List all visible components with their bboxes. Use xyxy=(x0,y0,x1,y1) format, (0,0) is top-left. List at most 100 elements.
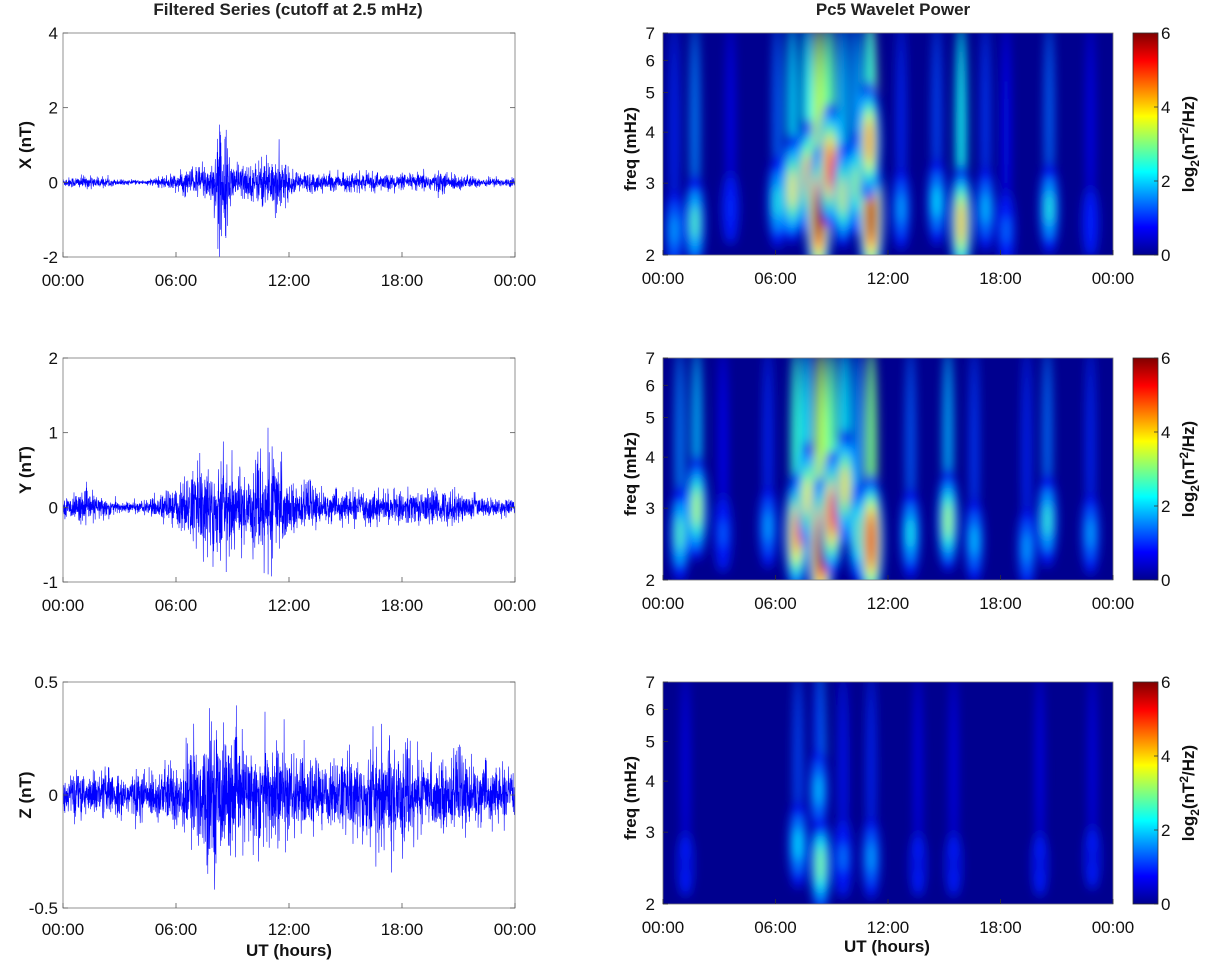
wavelet-x-blob xyxy=(1046,192,1053,225)
wavelet-z-ytick-label: 3 xyxy=(646,823,655,842)
series-x-panel: -2 0 2 4 00:00 06:00 12:00 18:00 00:00 X (nT) xyxy=(16,24,536,290)
wavelet-x-blob xyxy=(1088,210,1093,236)
wavelet-x-blob xyxy=(671,215,677,245)
wavelet-y-blob xyxy=(971,525,977,556)
wavelet-z-colorbar-tick-label: 6 xyxy=(1161,673,1170,692)
wavelet-x-blob-tail xyxy=(1002,33,1010,241)
series-x-ytick-label: 4 xyxy=(49,24,58,43)
wavelet-z-ytick-label: 7 xyxy=(646,673,655,692)
wavelet-x-blob xyxy=(957,202,965,243)
wavelet-x-blob xyxy=(865,120,873,163)
wavelet-x-ytick-label: 4 xyxy=(646,123,655,142)
wavelet-y-ytick-label: 3 xyxy=(646,499,655,518)
wavelet-z-blob xyxy=(817,846,824,883)
wavelet-x-xtick-label: 00:00 xyxy=(1092,269,1135,288)
series-z-panel: -0.5 0 0.5 00:00 06:00 12:00 18:00 00:00 Z (nT) xyxy=(16,673,536,939)
wavelet-x-blob xyxy=(933,186,940,218)
wavelet-z-blob xyxy=(683,853,688,876)
wavelet-y-blob xyxy=(1044,503,1051,537)
wavelet-x-blob xyxy=(728,195,733,222)
wavelet-z-blob xyxy=(815,775,822,806)
wavelet-y-blob xyxy=(720,519,726,548)
wavelet-z-blob xyxy=(1090,846,1095,869)
wavelet-y-ytick-label: 7 xyxy=(646,349,655,368)
series-x-xtick-label: 12:00 xyxy=(268,271,311,290)
series-z-xtick-label: 00:00 xyxy=(494,920,537,939)
wavelet-y-blob xyxy=(676,516,683,551)
series-y-xtick-label: 00:00 xyxy=(494,596,537,615)
series-x-xtick-label: 00:00 xyxy=(42,271,85,290)
wavelet-y-power-blob-group xyxy=(670,358,1100,580)
series-z-xtick-label: 18:00 xyxy=(381,920,424,939)
wavelet-x-xtick-label: 06:00 xyxy=(754,269,797,288)
wavelet-y-ytick-label: 6 xyxy=(646,376,655,395)
wavelet-z-power-blob-group xyxy=(678,682,1100,904)
wavelet-z-blob-tail xyxy=(1089,682,1096,868)
wavelet-y-power-blobs xyxy=(670,358,1100,580)
series-x-plot-area xyxy=(63,33,515,257)
wavelet-y-panel: 2 3 4 5 6 7 00:00 06:00 12:00 18:00 00:00 freq (mHz… xyxy=(621,349,1202,613)
wavelet-z-blob xyxy=(840,843,846,872)
wavelet-x-blob xyxy=(826,144,834,189)
wavelet-x-ytick-label: 3 xyxy=(646,174,655,193)
panels-layer: -2 0 2 4 00:00 06:00 12:00 18:00 00:00 X (nT) -1 0 1… xyxy=(16,24,1202,939)
wavelet-y-xtick-label: 00:00 xyxy=(1092,594,1135,613)
wavelet-z-ytick-label: 4 xyxy=(646,772,655,791)
wavelet-y-blob xyxy=(841,466,849,506)
wavelet-x-blob xyxy=(839,176,847,215)
series-y-plot-area xyxy=(63,358,515,582)
wavelet-z-blob xyxy=(951,853,956,876)
wavelet-z-xtick-label: 18:00 xyxy=(979,918,1022,937)
wavelet-x-power-blobs xyxy=(665,33,1099,255)
wavelet-x-power-blob-group xyxy=(665,33,1099,255)
wavelet-z-power-blobs xyxy=(678,682,1100,904)
wavelet-x-blob xyxy=(789,169,796,209)
wavelet-x-colorbar xyxy=(1132,32,1159,256)
wavelet-z-blob xyxy=(795,828,801,861)
series-y-panel: -1 0 1 2 00:00 06:00 12:00 18:00 00:00 Y (nT) xyxy=(16,349,536,615)
wavelet-z-blob-tail xyxy=(1036,682,1044,875)
wavelet-z-ytick-label: 5 xyxy=(646,733,655,752)
wavelet-y-ytick-label: 4 xyxy=(646,448,655,467)
wavelet-x-blob xyxy=(898,193,904,224)
series-x-xtick-label: 18:00 xyxy=(381,271,424,290)
wavelet-x-colorbar-tick-label: 6 xyxy=(1161,24,1170,43)
wavelet-y-colorbar xyxy=(1132,357,1159,581)
wavelet-y-xtick-label: 06:00 xyxy=(754,594,797,613)
wavelet-z-blob-tail xyxy=(950,682,957,875)
wavelet-z-xtick-label: 00:00 xyxy=(1092,918,1135,937)
wavelet-z-ylabel: freq (mHz) xyxy=(621,756,640,840)
wavelet-x-colorbar-tick-label: 0 xyxy=(1161,246,1170,265)
series-y-ytick-label: 2 xyxy=(49,349,58,368)
wavelet-x-ytick-label: 2 xyxy=(646,246,655,265)
wavelet-x-colorbar-label: log2(nT2/Hz) xyxy=(1177,96,1202,192)
wavelet-y-blob xyxy=(907,517,914,550)
series-z-trace xyxy=(63,705,515,890)
series-z-ylabel: Z (nT) xyxy=(16,771,35,818)
wavelet-x-blob-tail xyxy=(670,33,679,241)
series-z-ytick-label: 0 xyxy=(49,786,58,805)
wavelet-x-blob xyxy=(867,191,875,240)
series-y-ytick-label: 0 xyxy=(49,498,58,517)
wavelet-z-blob xyxy=(915,853,921,876)
series-x-ytick-label: 0 xyxy=(49,173,58,192)
series-z-xtick-label: 06:00 xyxy=(155,920,198,939)
wavelet-y-colorbar-tick-label: 0 xyxy=(1161,571,1170,590)
wavelet-x-xtick-label: 00:00 xyxy=(642,269,685,288)
wavelet-x-ytick-label: 6 xyxy=(646,51,655,70)
series-y-ytick-label: -1 xyxy=(43,573,58,592)
left-column-title: Filtered Series (cutoff at 2.5 mHz) xyxy=(153,0,422,19)
wavelet-y-ytick-label: 2 xyxy=(646,571,655,590)
wavelet-y-blob xyxy=(765,512,771,542)
series-z-xtick-label: 12:00 xyxy=(268,920,311,939)
series-x-xtick-label: 00:00 xyxy=(494,271,537,290)
series-x-xtick-label: 06:00 xyxy=(155,271,198,290)
wavelet-x-blob xyxy=(691,205,698,240)
wavelet-x-ytick-label: 5 xyxy=(646,84,655,103)
wavelet-z-colorbar-label: log2(nT2/Hz) xyxy=(1177,745,1202,841)
x-axis-label-right: UT (hours) xyxy=(844,937,930,956)
series-z-ytick-label: -0.5 xyxy=(29,899,58,918)
wavelet-z-colorbar-tick-label: 0 xyxy=(1161,895,1170,914)
wavelet-z-xtick-label: 06:00 xyxy=(754,918,797,937)
